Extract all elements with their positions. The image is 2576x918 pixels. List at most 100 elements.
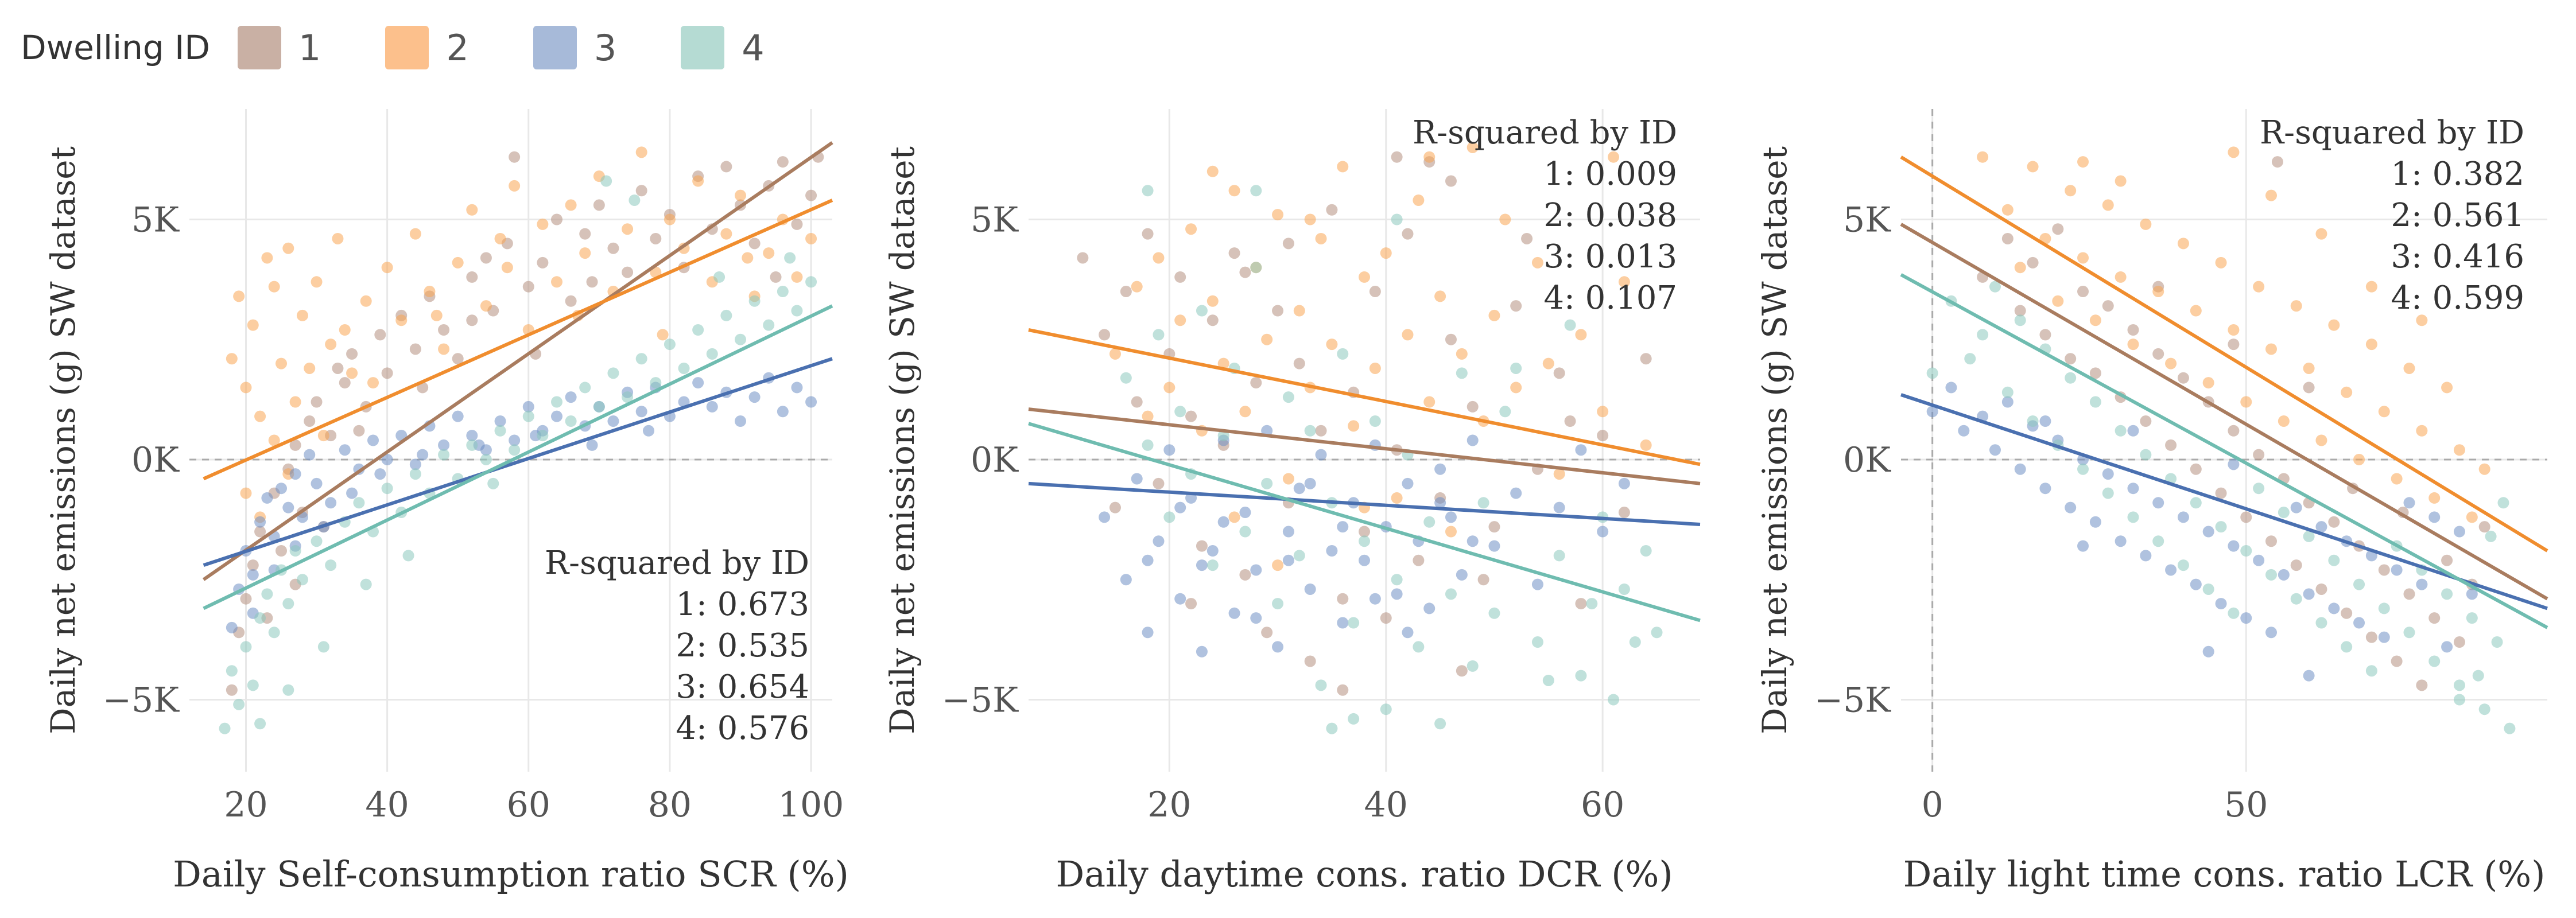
data-point-id-2 [2228,146,2240,158]
y-axis-title: Daily net emissions (g) SW dataset [883,146,922,734]
data-point-id-1 [1467,400,1479,413]
data-point-id-2 [1174,314,1186,326]
data-point-id-1 [2478,521,2490,533]
rsq-value: 1: 0.673 [676,586,809,623]
data-point-id-4 [2472,670,2484,682]
data-point-id-3 [522,400,534,413]
rsq-value: 3: 0.654 [676,668,809,706]
data-point-id-4 [1467,660,1479,672]
legend-item-1[interactable]: 1 [237,26,321,69]
data-point-id-4 [593,400,605,413]
data-point-id-2 [381,262,393,274]
data-point-id-1 [2328,516,2340,528]
data-point-id-1 [2228,339,2240,351]
data-point-id-3 [1326,545,1338,557]
data-point-id-1 [565,295,577,307]
rsq-value: 1: 0.382 [2391,155,2524,193]
data-point-id-3 [2453,526,2465,538]
data-point-id-3 [1196,559,1208,571]
data-point-id-2 [2365,339,2377,351]
data-point-id-4 [1477,497,1489,509]
data-point-id-3 [805,396,817,408]
data-point-id-1 [2165,439,2177,451]
data-point-id-2 [289,396,301,408]
legend-item-3[interactable]: 3 [533,26,616,69]
data-point-id-2 [1597,406,1609,418]
trend-line-id-3 [203,357,833,567]
data-point-id-1 [1402,228,1414,240]
data-point-id-4 [1272,598,1284,610]
data-point-id-4 [2478,703,2490,715]
data-point-id-4 [2466,612,2478,624]
data-point-id-3 [254,516,266,528]
data-point-id-1 [1326,204,1338,216]
data-point-id-3 [635,406,647,418]
data-point-id-1 [2065,353,2077,365]
data-point-id-3 [346,487,358,499]
data-point-id-2 [2466,511,2478,523]
data-point-id-4 [2140,449,2152,461]
x-axis-title: Daily Self-consumption ratio SCR (%) [173,853,849,895]
data-point-id-4 [1369,415,1381,427]
data-point-id-1 [2052,223,2064,235]
y-tick-label: −5K [1814,680,1891,720]
data-point-id-3 [1423,602,1436,614]
data-point-id-2 [1618,276,1630,288]
data-point-id-4 [565,415,577,427]
data-point-id-1 [1445,333,1457,345]
data-point-id-2 [2428,492,2441,504]
data-point-id-3 [2190,578,2202,590]
data-point-id-3 [1272,641,1284,653]
data-point-id-3 [2215,598,2227,610]
data-point-id-1 [2140,415,2152,427]
data-point-id-1 [2215,487,2227,499]
data-point-id-1 [1120,286,1132,298]
data-point-id-4 [1174,406,1186,418]
y-tick-label: −5K [942,680,1019,720]
data-point-id-4 [1206,559,1219,571]
data-point-id-4 [2453,694,2465,706]
data-point-id-4 [777,286,789,298]
data-point-id-2 [565,199,577,211]
data-point-id-4 [325,559,337,571]
data-point-id-3 [2152,497,2164,509]
data-point-id-1 [1391,151,1403,163]
data-point-id-1 [1337,684,1349,696]
trend-line-id-3 [1028,481,1701,526]
data-point-id-2 [735,189,746,201]
data-point-id-3 [791,382,803,394]
data-point-id-4 [1153,329,1165,341]
data-point-id-4 [1293,550,1305,562]
data-point-id-2 [1510,382,1522,394]
data-point-id-1 [1456,665,1468,677]
data-point-id-4 [2065,372,2077,384]
data-point-id-4 [629,195,641,207]
data-point-id-3 [2127,425,2139,437]
data-point-id-4 [381,483,393,495]
data-point-id-3 [2165,564,2177,576]
data-point-id-1 [607,242,619,254]
data-point-id-3 [1250,612,1262,624]
data-point-id-4 [2228,607,2240,619]
data-point-id-2 [240,487,252,499]
data-point-id-4 [1608,694,1620,706]
legend-item-4[interactable]: 4 [681,26,765,69]
data-point-id-2 [1337,161,1349,173]
data-point-id-1 [586,276,598,288]
data-point-id-4 [1261,477,1273,489]
data-point-id-3 [2039,483,2051,495]
rsq-title: R-squared by ID [1413,114,1677,151]
data-point-id-2 [226,353,238,365]
data-point-id-3 [748,391,761,403]
data-point-id-1 [509,151,521,163]
y-tick-label: 5K [1843,200,1891,240]
data-point-id-1 [1099,329,1111,341]
data-point-id-3 [1337,521,1349,533]
data-point-id-1 [1228,247,1240,259]
legend-item-2[interactable]: 2 [385,26,469,69]
data-point-id-4 [720,309,732,321]
data-point-id-2 [2303,362,2315,374]
data-point-id-1 [1413,554,1425,566]
data-point-id-1 [805,189,817,201]
data-point-id-2 [240,382,252,394]
